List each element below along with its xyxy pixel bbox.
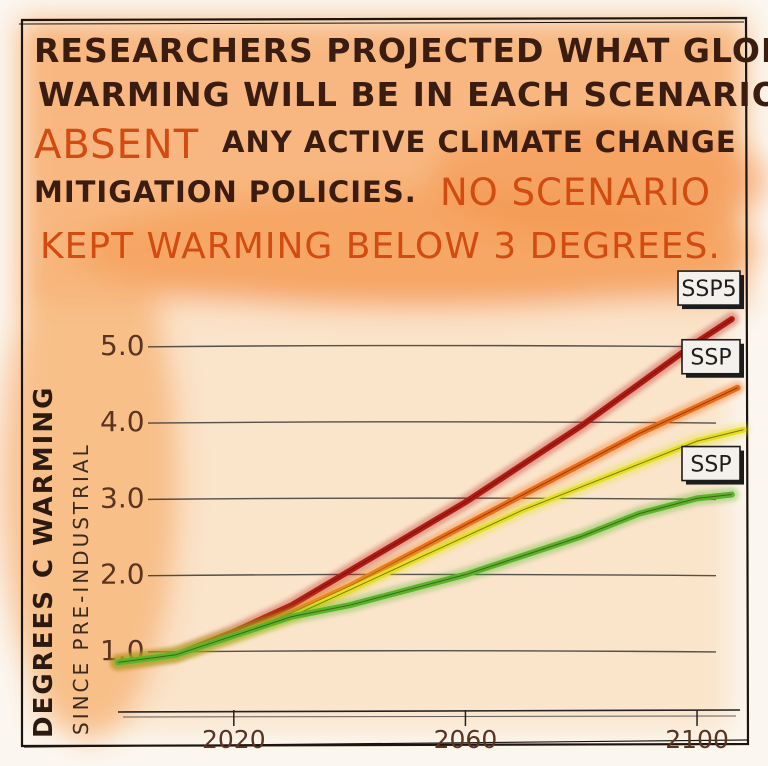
gridline-2.0 bbox=[147, 573, 717, 577]
y-tick-label: 3.0 bbox=[100, 481, 145, 514]
y-tick-label: 4.0 bbox=[100, 405, 145, 438]
headline-accent-absent: ABSENT bbox=[34, 122, 199, 168]
series-label-text: SSP bbox=[690, 453, 731, 478]
gridline-4.0 bbox=[147, 421, 717, 424]
x-axis-line bbox=[117, 709, 741, 713]
gridline-5.0 bbox=[147, 344, 717, 348]
panel-border bbox=[18, 16, 750, 748]
headline-accent-no-scenario: NO SCENARIO bbox=[440, 171, 711, 214]
y-tick-label: 2.0 bbox=[100, 558, 145, 591]
x-tick-label: 2020 bbox=[202, 725, 266, 754]
gridline-3.0 bbox=[147, 497, 717, 501]
y-axis-title-group: DEGREES C WARMING SINCE PRE-INDUSTRIAL bbox=[29, 386, 93, 738]
gridline-1.0 bbox=[147, 650, 717, 653]
series-label-text: SSP bbox=[690, 346, 731, 371]
y-axis-subtitle: SINCE PRE-INDUSTRIAL bbox=[69, 442, 93, 735]
y-tick-label: 5.0 bbox=[100, 329, 145, 362]
series-label-box bbox=[681, 338, 741, 375]
series-label-text: SSP5 bbox=[681, 277, 736, 302]
series-label-box bbox=[677, 270, 741, 306]
series-label-box bbox=[681, 445, 741, 482]
x-tick-label: 2100 bbox=[665, 725, 729, 754]
headline-line-2: WARMING WILL BE IN EACH SCENARIO bbox=[38, 75, 768, 114]
headline-line-1: RESEARCHERS PROJECTED WHAT GLOBAL bbox=[34, 31, 768, 70]
x-axis-line-echo bbox=[122, 715, 737, 718]
headline-line-3: ANY ACTIVE CLIMATE CHANGE bbox=[222, 125, 737, 159]
headline-line-5: KEPT WARMING BELOW 3 DEGREES. bbox=[40, 226, 721, 267]
headline: RESEARCHERS PROJECTED WHAT GLOBAL WARMIN… bbox=[34, 31, 768, 267]
y-axis-title: DEGREES C WARMING bbox=[29, 386, 59, 738]
x-tick-label: 2060 bbox=[434, 725, 498, 754]
watercolor-wash bbox=[0, 20, 768, 740]
headline-line-4: MITIGATION POLICIES. bbox=[34, 175, 417, 209]
series-ink-3 bbox=[117, 494, 732, 663]
